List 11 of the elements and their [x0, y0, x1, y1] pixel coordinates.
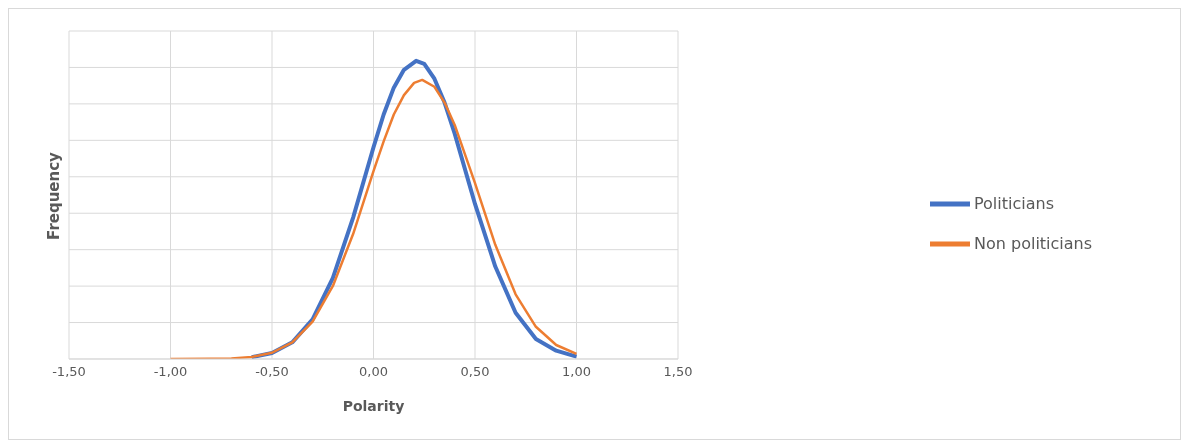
x-tick-label: -1,50: [52, 364, 86, 380]
legend-label: Non politicians: [974, 233, 1093, 253]
x-tick-label: -1,00: [153, 364, 188, 380]
x-tick-label: 0,00: [359, 364, 388, 380]
x-axis-title: Polarity: [342, 398, 405, 414]
x-tick-label: 1,00: [562, 364, 591, 380]
legend-label: Politicians: [974, 193, 1054, 213]
y-axis-title: Frequency: [44, 151, 63, 240]
x-tick-label: -0,50: [255, 364, 289, 380]
x-tick-label: 0,50: [460, 364, 490, 380]
x-tick-label: 1,50: [663, 364, 693, 380]
